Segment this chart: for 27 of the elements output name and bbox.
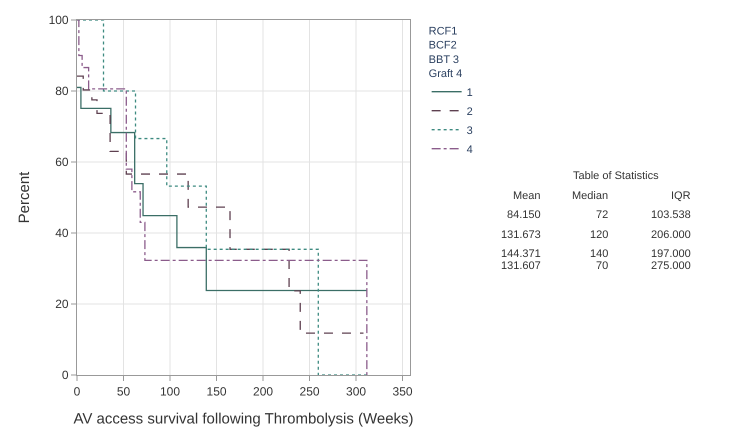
text: 131.673 120 206.000 [501,229,691,241]
y-tick-label: 60 [55,155,69,170]
x-tick-label: 250 [300,384,320,398]
text: 131.607 70 275.000 [501,260,691,272]
text: 84.150 72 103.538 [507,209,691,221]
x-tick-label: 50 [116,384,131,398]
y-tick-label: 40 [55,226,69,240]
text: Table of Statistics [573,170,660,182]
x-tick-label: 0 [74,384,81,398]
legend-label: 3 [466,124,473,137]
y-tick-label: 0 [62,368,69,382]
legend-label: 1 [466,86,473,99]
x-tick-label: 100 [160,384,180,398]
x-tick-label: 300 [346,384,366,398]
legend-label: 2 [466,106,473,118]
y-tick-label: 80 [55,84,69,98]
text: 144.371 140 197.000 [501,248,691,260]
y-tick-label: 20 [55,297,69,312]
x-tick-label: 150 [206,384,227,398]
y-axis-title: Percent [16,170,33,224]
x-axis-title: AV access survival following Thrombolysis (Weeks) [73,410,414,428]
x-tick-label: 350 [392,384,413,398]
legend-title: RCF1 BCF2 BBT 3 Graft 4 [428,25,462,80]
x-tick-label: 200 [253,384,274,398]
y-tick-label: 100 [48,13,69,28]
text: Mean Median IQR [513,190,691,202]
legend-label: 4 [466,144,473,156]
